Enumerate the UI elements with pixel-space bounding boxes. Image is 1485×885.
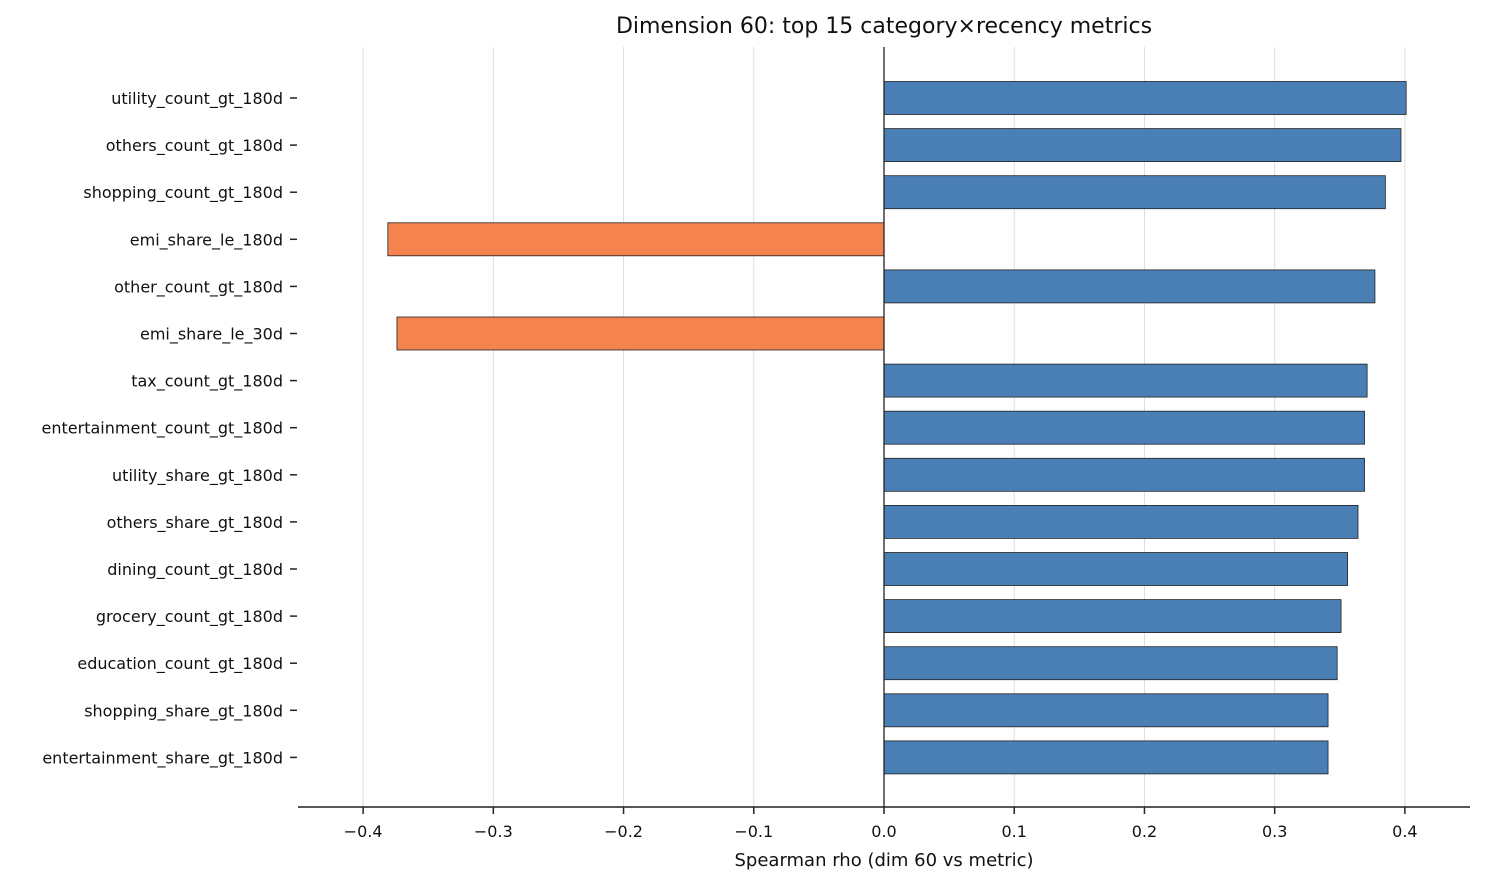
bar-utility-count-gt-180d	[883, 81, 1407, 115]
y-tick-label: entertainment_share_gt_180d	[42, 748, 283, 768]
x-tick-label: −0.4	[344, 822, 383, 841]
bar-tax-count-gt-180d	[883, 363, 1368, 398]
bar-shopping-share-gt-180d	[883, 693, 1329, 728]
y-tick-label: education_count_gt_180d	[77, 654, 283, 674]
y-tick-label: shopping_share_gt_180d	[84, 701, 283, 721]
bar-dining-count-gt-180d	[883, 552, 1348, 586]
y-tick-label: emi_share_le_30d	[140, 325, 283, 345]
y-tick-label: emi_share_le_180d	[130, 230, 283, 250]
y-tick-label: entertainment_count_gt_180d	[42, 419, 283, 439]
x-tick-label: 0.0	[871, 822, 896, 841]
x-tick-label: 0.4	[1392, 822, 1417, 841]
bar-shopping-count-gt-180d	[883, 175, 1386, 210]
y-tick-label: tax_count_gt_180d	[131, 372, 283, 392]
y-tick-labels: utility_count_gt_180d others_count_gt_180…	[42, 89, 297, 768]
bar-others-count-gt-180d	[883, 128, 1402, 163]
x-axis-label: Spearman rho (dim 60 vs metric)	[734, 850, 1033, 871]
x-tick-label: 0.2	[1132, 822, 1157, 841]
bar-emi-share-le-180d	[387, 222, 885, 257]
bar-entertainment-count-gt-180d	[883, 410, 1365, 445]
y-tick-label: other_count_gt_180d	[114, 277, 283, 297]
bar-other-count-gt-180d	[883, 269, 1376, 304]
y-tick-label: others_share_gt_180d	[107, 513, 283, 533]
x-tick-label: −0.1	[734, 822, 773, 841]
x-tick-label: 0.3	[1262, 822, 1287, 841]
bars	[387, 81, 1407, 775]
bar-education-count-gt-180d	[883, 646, 1338, 681]
y-tick-label: utility_count_gt_180d	[111, 89, 283, 109]
bar-entertainment-share-gt-180d	[883, 740, 1329, 775]
x-tick-labels: −0.4 −0.3 −0.2 −0.1 0.0 0.1 0.2 0.3 0.4	[344, 807, 1418, 841]
y-tick-label: shopping_count_gt_180d	[83, 183, 283, 203]
x-tick-label: 0.1	[1001, 822, 1026, 841]
bar-grocery-count-gt-180d	[883, 599, 1342, 633]
chart-title: Dimension 60: top 15 category×recency me…	[616, 14, 1152, 39]
bar-emi-share-le-30d	[396, 316, 885, 351]
bar-utility-share-gt-180d	[883, 457, 1365, 492]
y-tick-label: others_count_gt_180d	[106, 136, 283, 156]
y-tick-label: dining_count_gt_180d	[107, 560, 283, 580]
bar-others-share-gt-180d	[883, 504, 1359, 539]
y-tick-label: grocery_count_gt_180d	[96, 607, 283, 627]
x-tick-label: −0.2	[604, 822, 643, 841]
y-tick-label: utility_share_gt_180d	[112, 466, 283, 486]
x-tick-label: −0.3	[474, 822, 513, 841]
